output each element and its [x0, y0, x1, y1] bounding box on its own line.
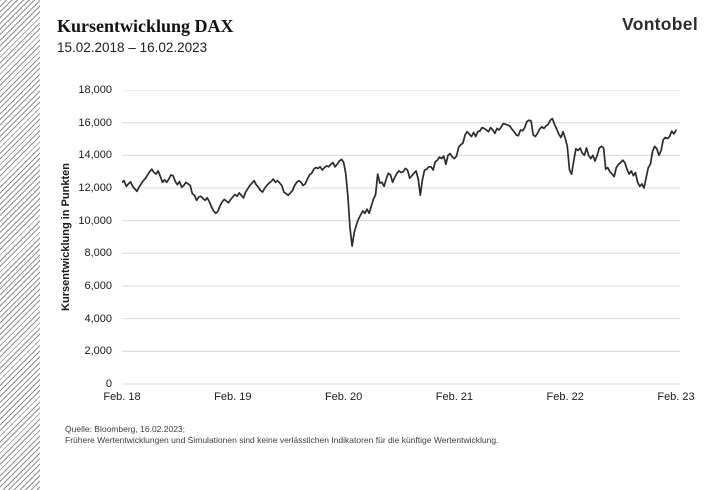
- y-tick-label: 6,000: [84, 280, 112, 292]
- y-tick-label: 8,000: [84, 247, 112, 260]
- vontobel-logo: Vontobel: [622, 14, 698, 34]
- dax-line-chart: [122, 90, 680, 385]
- y-tick-label: 4,000: [84, 312, 112, 325]
- footnote-line-2: Frühere Wertentwicklungen und Simulation…: [65, 435, 499, 445]
- y-tick-label: 10,000: [78, 214, 112, 227]
- page-title: Kursentwicklung DAX: [57, 16, 234, 36]
- x-tick-label: Feb. 21: [435, 391, 474, 403]
- y-tick-label: 14,000: [78, 149, 112, 162]
- date-range-subtitle: 15.02.2018 – 16.02.2023: [57, 40, 208, 55]
- source-footnote: Quelle: Bloomberg, 16.02.2023; Frühere W…: [65, 424, 498, 446]
- dax-series-line: [122, 117, 677, 247]
- y-tick-label: 12,000: [78, 182, 112, 194]
- x-tick-label: Feb. 19: [214, 391, 252, 403]
- x-tick-label: Feb. 18: [103, 391, 141, 403]
- footnote-line-1: Quelle: Bloomberg, 16.02.2023;: [65, 424, 186, 434]
- x-tick-label: Feb. 22: [546, 391, 584, 403]
- y-tick-label: 18,000: [78, 84, 112, 96]
- x-tick-label: Feb. 23: [657, 391, 695, 403]
- x-tick-label: Feb. 20: [324, 391, 363, 403]
- y-tick-label: 0: [105, 378, 112, 390]
- y-tick-label: 16,000: [78, 116, 112, 129]
- hatch-stripe-decoration: [0, 0, 40, 490]
- y-tick-label: 2,000: [84, 345, 112, 358]
